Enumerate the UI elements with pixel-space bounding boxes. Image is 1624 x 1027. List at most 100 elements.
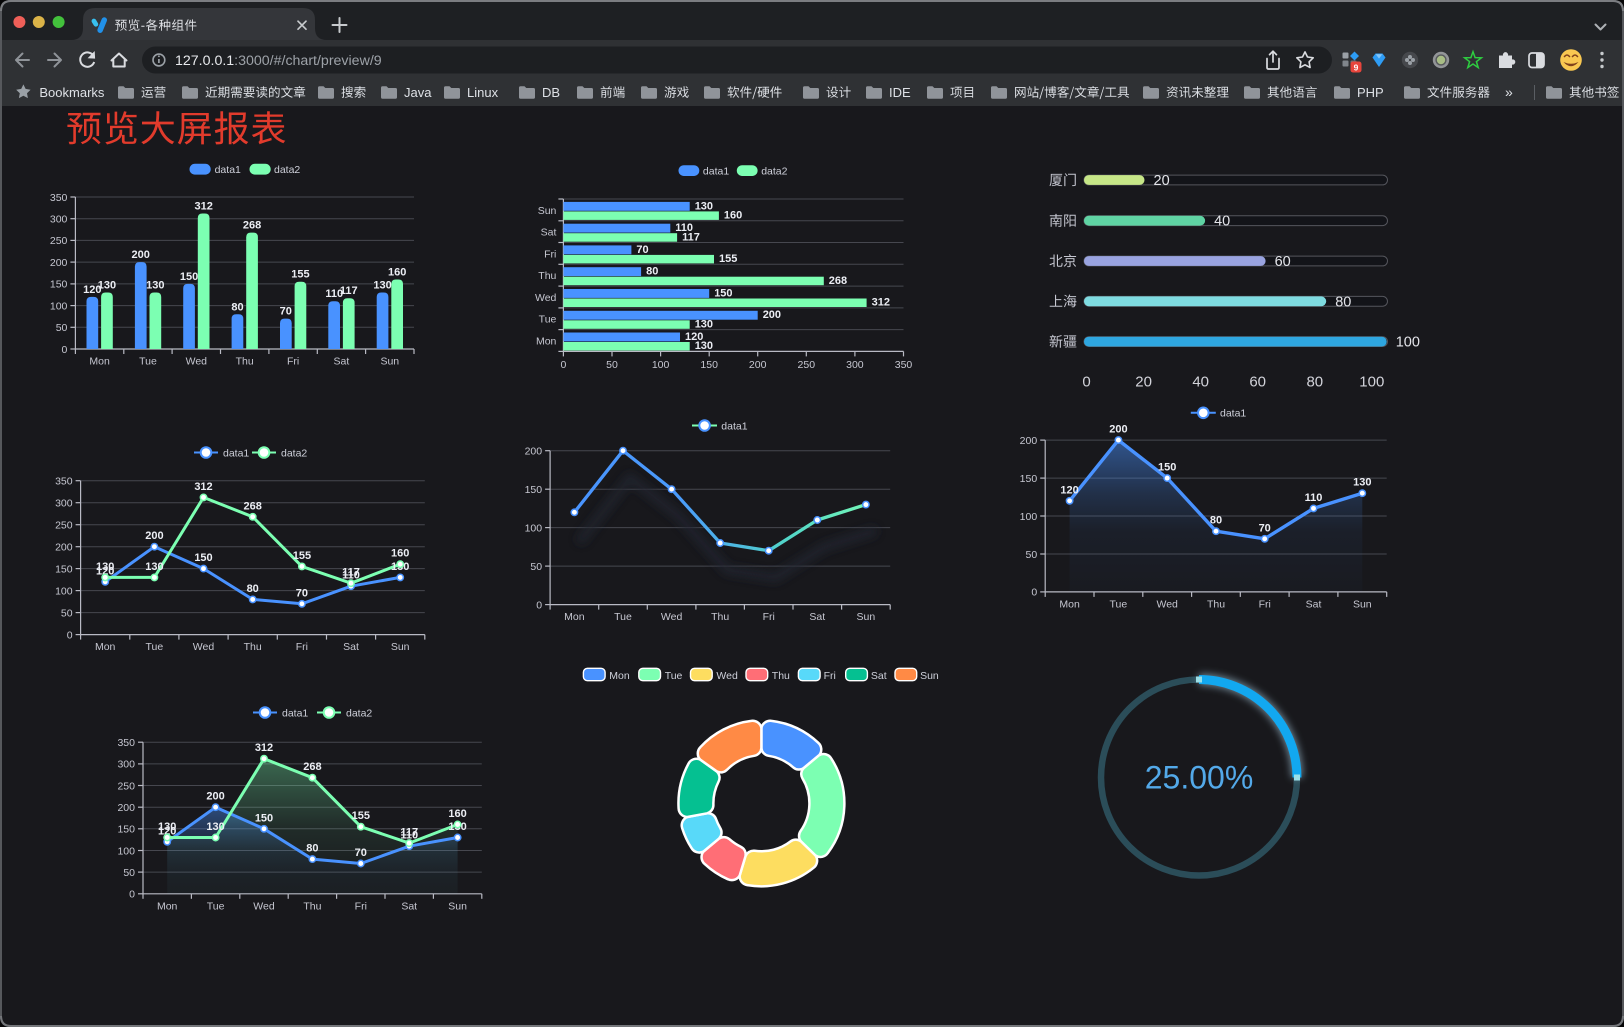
svg-text:data1: data1 xyxy=(1220,408,1246,420)
svg-text:Thu: Thu xyxy=(236,356,254,368)
svg-text:50: 50 xyxy=(56,322,68,334)
svg-text:250: 250 xyxy=(798,359,816,371)
svg-text:Sun: Sun xyxy=(391,641,410,653)
svg-text:80: 80 xyxy=(247,583,259,595)
svg-text:data2: data2 xyxy=(346,707,372,719)
svg-text:300: 300 xyxy=(846,359,864,371)
svg-text:80: 80 xyxy=(1306,374,1323,391)
svg-text:50: 50 xyxy=(61,607,73,619)
svg-text:50: 50 xyxy=(530,561,542,573)
svg-text:data1: data1 xyxy=(215,164,241,176)
svg-text:200: 200 xyxy=(763,309,781,321)
svg-text:80: 80 xyxy=(646,266,658,278)
svg-text:130: 130 xyxy=(96,561,114,573)
svg-text:110: 110 xyxy=(342,570,360,582)
svg-text:155: 155 xyxy=(293,550,311,562)
svg-text:40: 40 xyxy=(1192,374,1209,391)
svg-text:130: 130 xyxy=(146,280,164,292)
svg-text:110: 110 xyxy=(1305,492,1323,504)
svg-text:Fri: Fri xyxy=(287,356,299,368)
svg-text:Sat: Sat xyxy=(871,670,887,682)
svg-text:150: 150 xyxy=(525,484,543,496)
svg-text:0: 0 xyxy=(62,344,68,356)
svg-text:Sun: Sun xyxy=(380,356,399,368)
svg-text:DB: DB xyxy=(542,85,560,100)
svg-text:130: 130 xyxy=(1353,477,1371,489)
svg-text:150: 150 xyxy=(700,359,718,371)
svg-text:127.0.0.1:3000/#/chart/preview: 127.0.0.1:3000/#/chart/preview/9 xyxy=(175,53,382,69)
svg-text:Mon: Mon xyxy=(157,900,178,912)
svg-text:Sat: Sat xyxy=(1306,598,1322,610)
svg-text:50: 50 xyxy=(1026,549,1038,561)
svg-text:Sat: Sat xyxy=(541,227,557,239)
svg-text:350: 350 xyxy=(117,737,135,749)
svg-text:Fri: Fri xyxy=(544,248,556,260)
svg-text:268: 268 xyxy=(829,275,847,287)
svg-text:Wed: Wed xyxy=(253,900,275,912)
svg-text:Wed: Wed xyxy=(1156,598,1178,610)
svg-text:150: 150 xyxy=(55,563,73,575)
svg-text:Sun: Sun xyxy=(1353,598,1372,610)
svg-text:Mon: Mon xyxy=(564,611,585,623)
svg-text:70: 70 xyxy=(280,306,292,318)
svg-text:Tue: Tue xyxy=(139,356,157,368)
svg-text:250: 250 xyxy=(55,520,73,532)
svg-text:160: 160 xyxy=(724,210,742,222)
svg-text:120: 120 xyxy=(158,825,176,837)
svg-text:268: 268 xyxy=(303,761,321,773)
svg-text:300: 300 xyxy=(50,214,68,226)
svg-text:0: 0 xyxy=(560,359,566,371)
svg-text:250: 250 xyxy=(117,780,135,792)
svg-text:Sat: Sat xyxy=(401,900,417,912)
svg-text:»: » xyxy=(1505,84,1513,100)
svg-text:312: 312 xyxy=(872,297,890,309)
svg-text:Thu: Thu xyxy=(244,641,262,653)
svg-text:data2: data2 xyxy=(281,447,307,459)
svg-text:Tue: Tue xyxy=(1110,598,1128,610)
svg-text:Wed: Wed xyxy=(535,292,557,304)
svg-text:70: 70 xyxy=(636,244,648,256)
svg-text:160: 160 xyxy=(391,548,409,560)
svg-text:155: 155 xyxy=(291,269,309,281)
svg-text:117: 117 xyxy=(342,567,360,579)
svg-text:50: 50 xyxy=(606,359,618,371)
svg-text:110: 110 xyxy=(325,288,343,300)
svg-text:155: 155 xyxy=(719,253,737,265)
svg-text:200: 200 xyxy=(206,791,224,803)
svg-text:150: 150 xyxy=(50,279,68,291)
svg-text:Tue: Tue xyxy=(146,641,164,653)
svg-text:160: 160 xyxy=(388,267,406,279)
svg-text:Sun: Sun xyxy=(920,670,939,682)
svg-text:50: 50 xyxy=(123,867,135,879)
svg-text:Tue: Tue xyxy=(614,611,632,623)
svg-text:Sun: Sun xyxy=(448,900,467,912)
svg-text:Fri: Fri xyxy=(355,900,367,912)
svg-text:312: 312 xyxy=(195,201,213,213)
svg-text:120: 120 xyxy=(685,331,703,343)
svg-text:0: 0 xyxy=(536,599,542,611)
svg-text:Fri: Fri xyxy=(824,670,836,682)
svg-text:Linux: Linux xyxy=(467,85,499,100)
svg-text:110: 110 xyxy=(675,222,693,234)
svg-text:25.00%: 25.00% xyxy=(1145,760,1254,796)
svg-text:150: 150 xyxy=(194,552,212,564)
svg-text:312: 312 xyxy=(255,742,273,754)
svg-text:200: 200 xyxy=(1109,424,1127,436)
svg-text:PHP: PHP xyxy=(1357,85,1384,100)
svg-text:Mon: Mon xyxy=(536,336,557,348)
svg-text:150: 150 xyxy=(1020,473,1038,485)
svg-text:100: 100 xyxy=(1359,374,1384,391)
svg-text:Fri: Fri xyxy=(296,641,308,653)
svg-text:100: 100 xyxy=(525,522,543,534)
svg-text:Tue: Tue xyxy=(665,670,683,682)
svg-text:110: 110 xyxy=(400,830,418,842)
svg-text:100: 100 xyxy=(50,300,68,312)
svg-text:Sat: Sat xyxy=(343,641,359,653)
svg-text:80: 80 xyxy=(1210,515,1222,527)
svg-text:0: 0 xyxy=(67,629,73,641)
svg-text:117: 117 xyxy=(400,827,418,839)
svg-text:268: 268 xyxy=(243,220,261,232)
svg-text:200: 200 xyxy=(749,359,767,371)
svg-text:0: 0 xyxy=(1082,374,1090,391)
svg-text:130: 130 xyxy=(695,319,713,331)
